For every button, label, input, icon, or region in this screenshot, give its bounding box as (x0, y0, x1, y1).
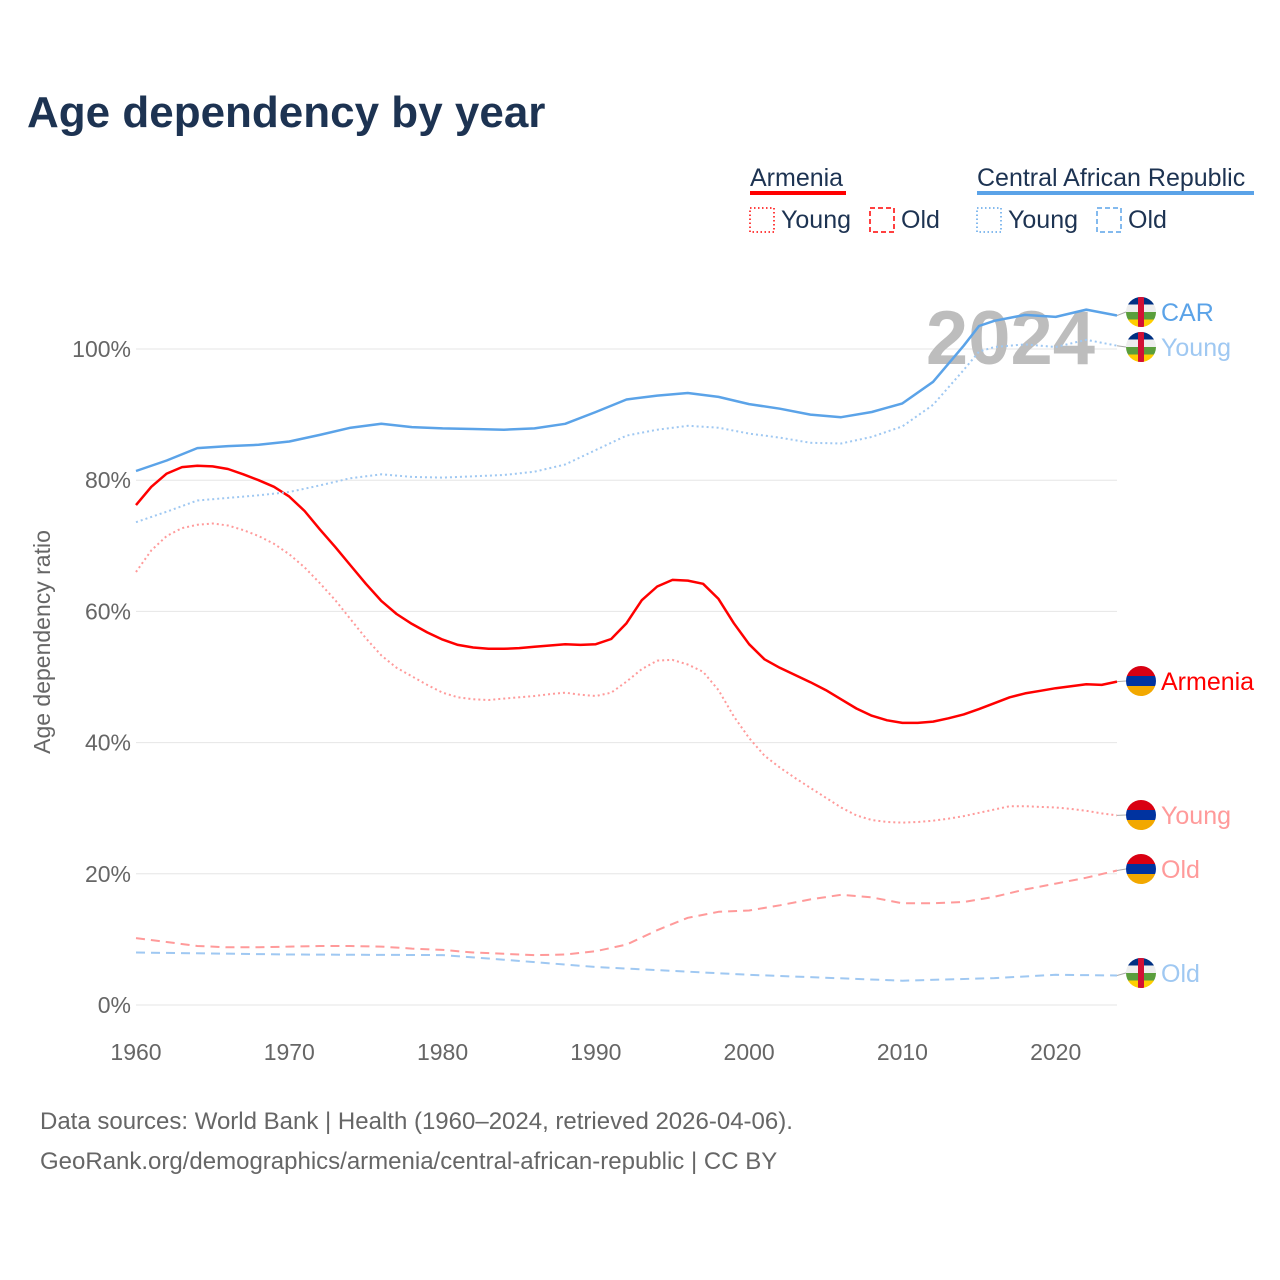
y-axis-label: Age dependency ratio (29, 530, 55, 754)
series-line-central-african-republic-old (135, 951, 1118, 982)
x-tick-label: 2010 (877, 1039, 928, 1065)
y-tick-label: 20% (85, 861, 131, 887)
car-flag-icon (1126, 332, 1156, 362)
x-tick-label: 1980 (417, 1039, 468, 1065)
legend-swatch-young-icon (749, 207, 775, 233)
series-end-label: Armenia (1161, 668, 1254, 696)
series-end-label: Old (1161, 960, 1200, 988)
x-tick-label: 1970 (264, 1039, 315, 1065)
year-watermark: 2024 (926, 296, 1095, 381)
legend-item-old: Old (1128, 206, 1167, 234)
label-connector (1116, 345, 1127, 348)
label-connector (1116, 972, 1127, 976)
legend-swatch-young-icon (976, 207, 1002, 233)
series-line-armenia (135, 464, 1118, 725)
source-text: Data sources: World Bank | Health (1960–… (40, 1108, 793, 1135)
y-tick-label: 40% (85, 730, 131, 756)
label-connector (1116, 311, 1127, 317)
y-tick-label: 100% (72, 336, 131, 362)
series-end-label: CAR (1161, 299, 1214, 327)
armenia-flag-icon (1126, 854, 1156, 884)
series-end-label: Young (1161, 802, 1231, 830)
y-tick-label: 60% (85, 598, 131, 624)
x-tick-label: 2020 (1030, 1039, 1081, 1065)
series-line-armenia-old (135, 869, 1118, 957)
x-tick-label: 1960 (110, 1039, 161, 1065)
legend-item-old: Old (901, 206, 940, 234)
legend-group-armenia: Armenia (750, 164, 843, 192)
legend-item-young: Young (1008, 206, 1078, 234)
car-flag-icon (1126, 297, 1156, 327)
armenia-flag-icon (1126, 800, 1156, 830)
y-tick-label: 80% (85, 467, 131, 493)
series-end-label: Young (1161, 334, 1231, 362)
x-tick-label: 1990 (570, 1039, 621, 1065)
series-line-central-african-republic (135, 308, 1118, 473)
source-url[interactable]: GeoRank.org/demographics/armenia/central… (40, 1148, 778, 1175)
label-connector (1116, 680, 1127, 683)
legend-item-young: Young (781, 206, 851, 234)
legend-swatch-old-icon (1096, 207, 1122, 233)
chart-title: Age dependency by year (27, 88, 546, 137)
car-flag-icon (1126, 958, 1156, 988)
series-end-label: Old (1161, 856, 1200, 884)
series-line-armenia-young (135, 522, 1118, 824)
label-connector (1116, 868, 1127, 872)
series-line-central-african-republic-young (135, 338, 1118, 524)
armenia-flag-icon (1126, 666, 1156, 696)
y-tick-label: 0% (98, 992, 131, 1018)
legend-group-car: Central African Republic (977, 164, 1245, 192)
x-tick-label: 2000 (724, 1039, 775, 1065)
legend-swatch-old-icon (869, 207, 895, 233)
